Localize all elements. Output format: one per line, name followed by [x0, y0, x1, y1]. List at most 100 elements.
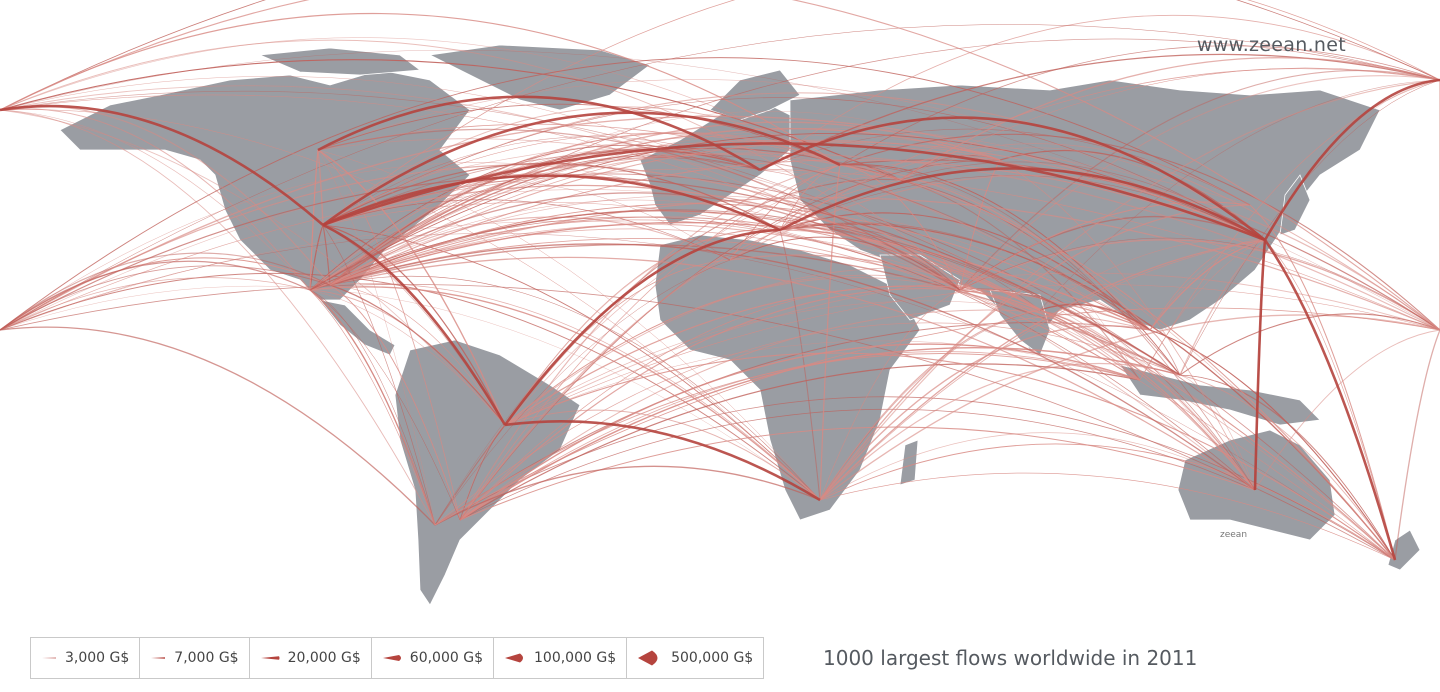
south-america: [394, 339, 581, 606]
flow-arc: [1149, 239, 1266, 331]
flow-arc: [0, 115, 1266, 331]
flow-arc: [309, 243, 1181, 376]
legend-label: 3,000 G$: [65, 650, 130, 666]
site-url[interactable]: www.zeean.net: [1196, 34, 1346, 56]
flow-arc: [329, 275, 821, 501]
flow-arc: [839, 164, 961, 291]
flow-arc: [0, 272, 821, 501]
flow-arc: [329, 284, 461, 521]
flow-arc: [819, 289, 961, 501]
flow-arc: [504, 340, 1141, 426]
flow-arc: [0, 277, 311, 331]
flow-arc: [309, 157, 761, 291]
flow-arc: [0, 265, 331, 331]
flow-arc: [1139, 79, 1440, 381]
flow-arc: [459, 363, 1141, 521]
flow-arc: [759, 53, 1440, 171]
flow-symbol-icon: [382, 655, 401, 661]
flow-arc: [504, 352, 1396, 561]
flow-arc: [0, 37, 841, 166]
flow-arc: [322, 184, 1041, 311]
flow-arc: [0, 59, 901, 181]
flow-arc: [504, 267, 1151, 426]
flow-arc: [729, 254, 1141, 381]
flow-arc: [309, 149, 319, 291]
flow-arc: [839, 164, 1396, 561]
flow-arc: [434, 322, 1181, 526]
flow-arc: [309, 289, 436, 526]
map-caption: 1000 largest flows worldwide in 2011: [823, 646, 1198, 670]
flow-arc: [999, 159, 1256, 491]
flow-arc: [329, 224, 1396, 561]
flow-symbol-icon: [42, 657, 56, 659]
flow-arc: [899, 57, 1440, 181]
flow-arc: [0, 283, 1396, 561]
flow-arc: [779, 143, 1251, 231]
flow-arc: [0, 94, 1396, 561]
flow-arc: [1254, 329, 1440, 491]
flow-arc: [317, 149, 324, 226]
flow-arc: [1149, 329, 1396, 561]
flow-arc: [309, 289, 461, 521]
flow-arc: [459, 164, 841, 521]
flow-arc: [1394, 329, 1440, 561]
flow-arc: [0, 85, 1256, 491]
legend-item-20000: 20,000 G$: [250, 638, 372, 678]
scandinavia: [709, 69, 801, 121]
new-zealand: [1387, 529, 1421, 571]
flow-arc: [779, 229, 821, 501]
flow-arc: [0, 24, 1440, 331]
flow-arc: [0, 285, 821, 501]
flow-arc: [0, 109, 506, 426]
flow-arc: [434, 259, 731, 526]
flow-arc: [317, 149, 436, 526]
flow-arc: [459, 179, 901, 521]
flow-arc: [504, 420, 821, 502]
flow-arc: [322, 174, 781, 232]
flow-legend: 3,000 G$ 7,000 G$ 20,000 G$ 60,000 G$ 10…: [30, 637, 765, 679]
flow-arc: [329, 243, 1256, 491]
flow-arc: [959, 237, 1440, 331]
flow-arc: [959, 289, 1256, 491]
flow-arc: [329, 284, 506, 426]
flow-arc: [819, 239, 1266, 501]
flow-arc: [759, 116, 1266, 242]
flow-arc: [779, 167, 1266, 242]
flow-arc: [0, 109, 311, 291]
flow-arc: [459, 159, 1001, 521]
world-flow-map: [0, 0, 1440, 606]
legend-item-7000: 7,000 G$: [140, 638, 250, 678]
flow-arc: [459, 351, 1141, 521]
flow-arc: [322, 97, 1266, 241]
flow-arc: [329, 216, 1396, 561]
flow-arc: [1039, 304, 1151, 331]
madagascar: [899, 439, 919, 486]
flow-arc: [329, 139, 1001, 286]
legend-label: 100,000 G$: [534, 650, 617, 666]
flow-arc: [1149, 239, 1266, 331]
legend-item-100000: 100,000 G$: [494, 638, 628, 678]
flow-symbol-icon: [260, 656, 280, 660]
flow-arc: [759, 169, 961, 291]
flow-arc: [819, 362, 1181, 501]
flow-arc: [329, 111, 1001, 286]
flow-arc: [434, 322, 1151, 526]
flow-arc: [329, 159, 1266, 286]
flow-arc: [309, 289, 436, 526]
flow-arc: [309, 199, 961, 291]
flow-arc: [434, 352, 1141, 526]
legend-label: 60,000 G$: [409, 650, 483, 666]
legend-item-60000: 60,000 G$: [372, 638, 494, 678]
flow-arc: [839, 164, 1256, 491]
flow-arc: [459, 426, 1256, 521]
flow-arc: [322, 0, 1440, 226]
flow-arc: [819, 443, 1396, 561]
legend-label: 500,000 G$: [671, 650, 754, 666]
flow-arc: [1179, 239, 1266, 376]
flow-arc: [317, 128, 961, 291]
flow-arc: [819, 79, 1440, 501]
watermark: zeean: [1220, 530, 1248, 540]
flow-arc: [459, 408, 1256, 521]
flow-arc: [0, 0, 1440, 331]
flow-arc: [1263, 239, 1397, 561]
